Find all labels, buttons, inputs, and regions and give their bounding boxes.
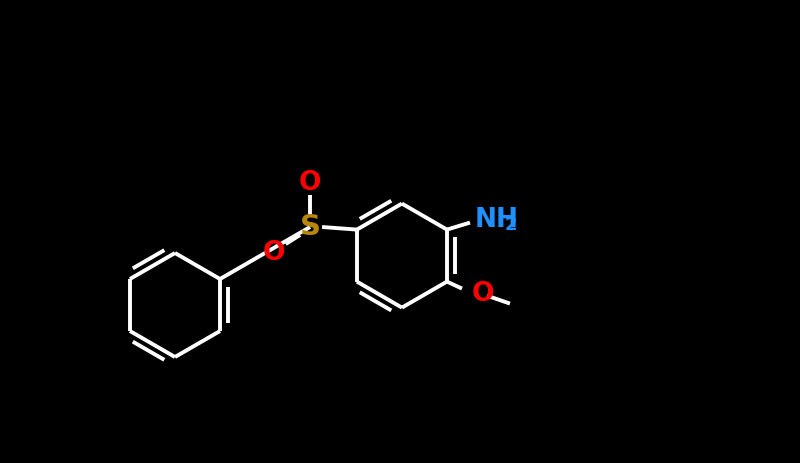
- Text: O: O: [472, 281, 494, 307]
- Text: O: O: [299, 170, 322, 196]
- Text: 2: 2: [505, 216, 518, 234]
- Text: NH: NH: [475, 206, 519, 232]
- Text: S: S: [299, 213, 321, 241]
- Text: O: O: [262, 240, 285, 266]
